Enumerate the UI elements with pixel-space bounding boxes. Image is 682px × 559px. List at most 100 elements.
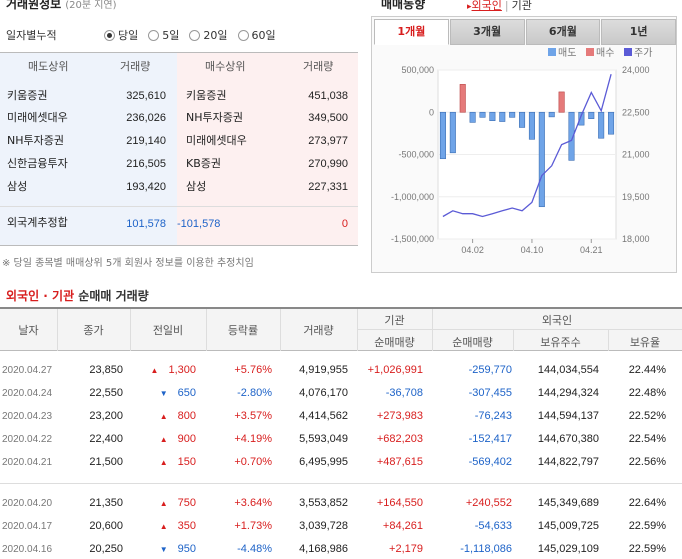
trend-chart: 매도 매수 주가 500,000 0 -500,000 -1,000,000 -1,500,0… bbox=[391, 47, 652, 255]
radio-period-60d[interactable]: 60일 bbox=[237, 27, 276, 43]
row-ratio: 22.56% bbox=[628, 456, 666, 468]
row-volume: 3,039,728 bbox=[299, 520, 348, 532]
row-date: 2020.04.27 bbox=[2, 365, 53, 376]
net-volume-bar bbox=[519, 111, 526, 128]
net-volume-bar bbox=[578, 111, 585, 126]
tab-6m[interactable]: 6개월 bbox=[525, 19, 601, 45]
y-left-tick-label: -1,500,000 bbox=[391, 234, 434, 244]
net-volume-bar bbox=[459, 84, 466, 113]
row-close: 23,200 bbox=[89, 410, 123, 422]
row-shares: 144,294,324 bbox=[537, 387, 599, 399]
divider bbox=[357, 329, 682, 330]
tab-1m[interactable]: 1개월 bbox=[374, 19, 449, 45]
row-change: ▼ 950 bbox=[140, 543, 196, 555]
net-volume-bar bbox=[548, 111, 555, 118]
row-inst: +1,026,991 bbox=[367, 364, 423, 376]
row-inst: +487,615 bbox=[376, 456, 423, 468]
row-ratio: 22.59% bbox=[628, 520, 666, 532]
row-inst: +682,203 bbox=[376, 433, 423, 445]
divider bbox=[0, 245, 358, 246]
divider bbox=[57, 309, 58, 351]
row-change-value: 1,300 bbox=[168, 364, 196, 376]
net-volume-bar bbox=[558, 91, 565, 113]
tab-foreign[interactable]: 외국인 bbox=[471, 0, 502, 12]
radio-period-today[interactable]: 당일 bbox=[104, 27, 138, 43]
row-close: 20,600 bbox=[89, 520, 123, 532]
row-date: 2020.04.21 bbox=[2, 457, 53, 468]
tab-institution[interactable]: 기관 bbox=[511, 0, 532, 12]
buy-broker-name: 삼성 bbox=[186, 180, 207, 193]
row-change: ▲ 1,300 bbox=[140, 364, 196, 376]
divider bbox=[0, 52, 358, 53]
row-volume: 4,414,562 bbox=[299, 410, 348, 422]
foreign-sell-total: 101,578 bbox=[126, 218, 166, 230]
y-left-tick-label: 500,000 bbox=[401, 65, 434, 75]
triangle-down-icon: ▼ bbox=[159, 545, 168, 554]
row-shares: 145,029,109 bbox=[537, 543, 599, 555]
header-sell-name: 매도상위 bbox=[28, 60, 69, 73]
radio-dot-icon bbox=[237, 29, 249, 41]
col-group-foreign: 외국인 bbox=[541, 314, 573, 327]
investor-tabs: ▸외국인 | 기관 bbox=[467, 0, 532, 13]
radio-label: 당일 bbox=[118, 29, 139, 42]
net-volume-bar bbox=[598, 111, 605, 139]
foreign-total-label: 외국계추정합 bbox=[7, 216, 68, 229]
y-left-tick-label: -1,000,000 bbox=[391, 192, 434, 202]
col-volume: 거래량 bbox=[303, 324, 334, 337]
col-close: 종가 bbox=[83, 324, 104, 337]
buy-broker-qty: 451,038 bbox=[308, 90, 348, 102]
row-close: 22,550 bbox=[89, 387, 123, 399]
sell-broker-qty: 325,610 bbox=[126, 90, 166, 102]
tab-3m[interactable]: 3개월 bbox=[449, 19, 525, 45]
buy-broker-qty: 349,500 bbox=[308, 112, 348, 124]
row-rate: +1.73% bbox=[234, 520, 272, 532]
buy-broker-qty: 270,990 bbox=[308, 158, 348, 170]
buy-column-background bbox=[177, 53, 358, 245]
legend-swatch bbox=[548, 48, 556, 56]
y-right-tick-label: 21,000 bbox=[622, 150, 650, 160]
row-shares: 144,034,554 bbox=[537, 364, 599, 376]
row-change-value: 750 bbox=[177, 497, 196, 509]
radio-period-5d[interactable]: 5일 bbox=[148, 27, 179, 43]
y-right-tick-label: 19,500 bbox=[622, 192, 650, 202]
row-rate: +5.76% bbox=[234, 364, 272, 376]
buy-broker-name: 미래에셋대우 bbox=[186, 134, 247, 147]
radio-period-20d[interactable]: 20일 bbox=[189, 27, 228, 43]
buy-broker-name: NH투자증권 bbox=[186, 111, 243, 124]
row-volume: 5,593,049 bbox=[299, 433, 348, 445]
net-volume-bar bbox=[608, 111, 615, 135]
divider bbox=[608, 330, 609, 351]
sell-column-background bbox=[0, 53, 177, 245]
net-volume-bar bbox=[509, 111, 516, 118]
sell-broker-qty: 193,420 bbox=[126, 181, 166, 193]
sell-broker-name: 미래에셋대우 bbox=[7, 111, 68, 124]
tab-separator: | bbox=[504, 0, 509, 12]
investor-table-title-highlight: 외국인 · 기관 bbox=[6, 289, 75, 303]
net-volume-bar bbox=[489, 111, 496, 121]
sell-broker-name: 삼성 bbox=[7, 180, 28, 193]
row-shares: 144,594,137 bbox=[537, 410, 599, 422]
row-rate: +0.70% bbox=[234, 456, 272, 468]
caret-right-icon: ▸ bbox=[467, 2, 472, 12]
legend-swatch bbox=[624, 48, 632, 56]
net-volume-bar bbox=[469, 111, 476, 123]
tab-1y[interactable]: 1년 bbox=[601, 19, 676, 45]
row-close: 21,500 bbox=[89, 456, 123, 468]
period-label: 일자별누적 bbox=[6, 29, 57, 42]
radio-dot-icon bbox=[104, 29, 115, 41]
divider bbox=[0, 483, 682, 484]
foreign-buy-total: -101,578 bbox=[177, 218, 221, 230]
sell-broker-qty: 236,026 bbox=[126, 112, 166, 124]
row-volume: 4,168,986 bbox=[299, 543, 348, 555]
radio-label: 60일 bbox=[251, 29, 276, 42]
row-rate: +4.19% bbox=[234, 433, 272, 445]
row-inst: +273,983 bbox=[376, 410, 423, 422]
triangle-up-icon: ▲ bbox=[159, 522, 168, 531]
period-radio-group: 일자별누적 당일 5일 20일 60일 bbox=[6, 26, 361, 44]
divider bbox=[280, 309, 281, 351]
legend-label: 주가 bbox=[634, 47, 652, 59]
row-volume: 4,076,170 bbox=[299, 387, 348, 399]
divider bbox=[206, 309, 207, 351]
net-volume-bar bbox=[588, 111, 595, 119]
row-ratio: 22.64% bbox=[628, 497, 666, 509]
